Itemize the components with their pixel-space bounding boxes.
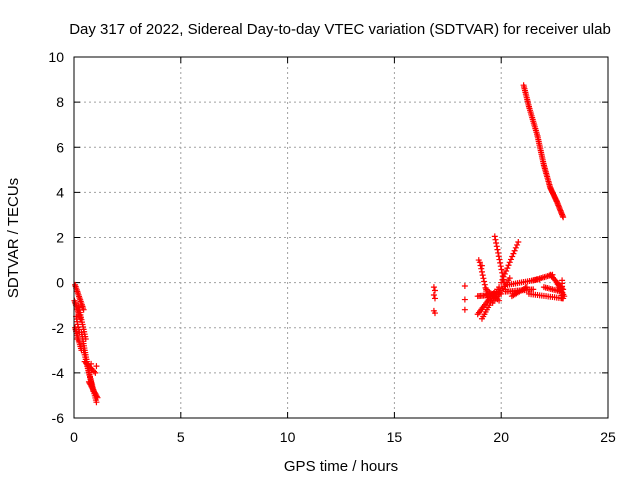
late-cluster-point — [484, 294, 491, 301]
late-cluster-point — [515, 239, 522, 246]
early-pass-a-point — [76, 329, 83, 336]
y-tick-label: 10 — [48, 49, 64, 65]
late-cluster-point — [493, 243, 500, 250]
axis-ticks: 0 5 10 15 20 25 -6 -4 -2 0 2 4 6 8 10 — [48, 49, 616, 445]
late-cluster-point — [494, 246, 501, 253]
late-rising-arc-point — [560, 214, 567, 221]
late-cluster-point — [530, 286, 537, 293]
late-cluster-point — [495, 249, 502, 256]
late-cluster-point — [477, 262, 484, 269]
early-pass-a-point — [93, 399, 100, 406]
y-tick-label: 6 — [56, 139, 64, 155]
late-cluster-point — [501, 270, 508, 277]
plot-frame — [73, 56, 609, 419]
late-cluster-point — [496, 284, 503, 291]
isolated-points-point — [88, 360, 95, 367]
late-cluster-point — [476, 259, 483, 266]
y-tick-label: -4 — [52, 365, 65, 381]
late-cluster-point — [492, 236, 499, 243]
late-cluster-point — [507, 256, 514, 263]
late-cluster-point — [497, 263, 504, 270]
x-tick-label: 10 — [280, 429, 296, 445]
late-cluster-point — [481, 281, 488, 288]
early-pass-a-point — [93, 393, 100, 400]
early-pass-a-point — [92, 369, 99, 376]
x-tick-label: 25 — [600, 429, 616, 445]
late-cluster-point — [496, 297, 503, 304]
y-tick-label: 0 — [56, 275, 64, 291]
y-tick-label: 8 — [56, 94, 64, 110]
late-cluster-point — [559, 295, 566, 302]
late-cluster-point — [499, 269, 506, 276]
late-cluster-point — [506, 259, 513, 266]
y-tick-label: 4 — [56, 184, 64, 200]
late-cluster-point — [493, 240, 500, 246]
late-cluster-point — [497, 259, 504, 266]
late-cluster-point — [510, 250, 517, 257]
y-tick-label: 2 — [56, 230, 64, 246]
late-cluster-point — [511, 247, 518, 254]
x-tick-label: 15 — [387, 429, 403, 445]
late-cluster-point — [504, 265, 511, 272]
y-axis-label: SDTVAR / TECUs — [5, 178, 22, 298]
late-cluster-point — [478, 268, 485, 275]
late-cluster-point — [478, 265, 485, 272]
chart-title: Day 317 of 2022, Sidereal Day-to-day VTE… — [69, 21, 611, 38]
late-cluster-point — [495, 253, 502, 260]
isolated-points-point — [430, 284, 437, 291]
isolated-points-point — [461, 306, 468, 313]
isolated-points-point — [431, 287, 438, 294]
late-cluster-point — [523, 284, 530, 291]
late-cluster-point — [479, 272, 486, 279]
late-cluster-point — [496, 256, 503, 263]
grid-lines — [74, 57, 608, 418]
late-cluster-point — [509, 253, 516, 260]
late-cluster-point — [505, 262, 512, 269]
x-tick-label: 20 — [493, 429, 509, 445]
late-cluster-point — [480, 275, 487, 282]
isolated-points-point — [431, 295, 438, 302]
x-axis-label: GPS time / hours — [284, 458, 398, 475]
late-cluster-point — [481, 278, 488, 285]
isolated-points-point — [461, 283, 468, 290]
late-cluster-point — [499, 276, 506, 283]
early-pass-a-point — [94, 394, 101, 401]
late-cluster-point — [512, 244, 519, 251]
late-cluster-point — [498, 279, 505, 286]
late-cluster-point — [514, 241, 521, 248]
isolated-points-point — [93, 363, 100, 370]
late-cluster-point — [506, 275, 513, 282]
late-cluster-point — [491, 233, 498, 240]
x-tick-label: 0 — [70, 429, 78, 445]
late-cluster-point — [498, 266, 505, 273]
isolated-points-point — [461, 296, 468, 303]
y-tick-label: -2 — [52, 320, 65, 336]
y-tick-label: -6 — [52, 410, 65, 426]
x-tick-label: 5 — [177, 429, 185, 445]
late-cluster-point — [503, 268, 510, 275]
isolated-points-point — [74, 336, 81, 343]
isolated-points-point — [431, 310, 438, 317]
isolated-points-point — [430, 292, 437, 299]
late-cluster-point — [500, 273, 507, 280]
data-points — [71, 82, 568, 406]
